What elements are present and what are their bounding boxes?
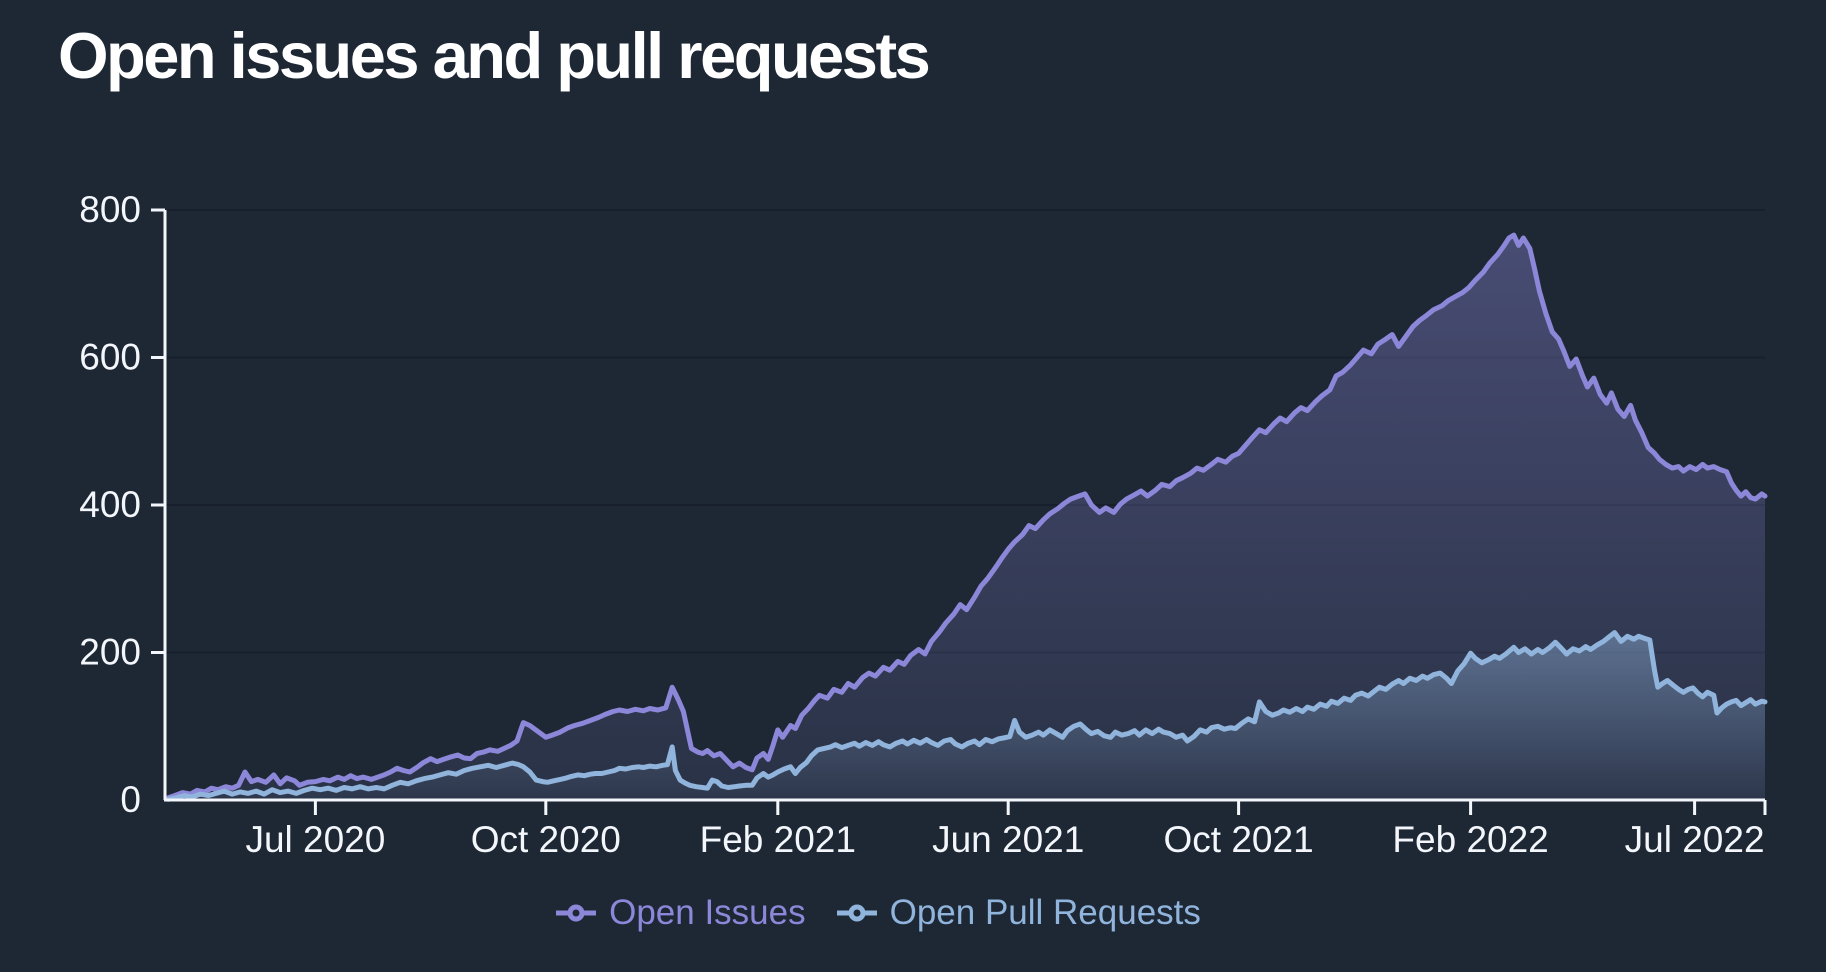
open-pull-requests-line: [165, 630, 1768, 802]
y-tick-label: 200: [79, 632, 141, 673]
open-pull-requests-area: [168, 632, 1766, 800]
x-tick-label: Jul 2020: [245, 819, 385, 860]
x-tick-label: Oct 2020: [471, 819, 621, 860]
y-tick-label: 800: [79, 189, 141, 230]
x-tick-label: Jul 2022: [1625, 819, 1765, 860]
y-tick-label: 600: [79, 337, 141, 378]
legend-label-open-pull-requests: Open Pull Requests: [889, 893, 1201, 932]
open-issues-area: [168, 235, 1766, 801]
x-tick-label: Feb 2022: [1392, 819, 1548, 860]
y-tick-label: 0: [120, 779, 141, 820]
x-tick-label: Feb 2021: [700, 819, 856, 860]
open-issues-legend-marker-icon: [556, 904, 597, 922]
open-issues-line: [165, 232, 1768, 801]
chart-legend: Open Issues Open Pull Requests: [0, 890, 1826, 936]
chart-title: Open issues and pull requests: [58, 19, 931, 92]
y-tick-label: 400: [79, 484, 141, 525]
legend-item-open-issues[interactable]: Open Issues: [555, 893, 806, 933]
open-pull-requests-legend-marker-icon: [836, 904, 877, 922]
legend-label-open-issues: Open Issues: [609, 893, 806, 932]
legend-item-open-pull-requests[interactable]: Open Pull Requests: [836, 893, 1201, 933]
x-tick-label: Oct 2021: [1164, 819, 1314, 860]
x-tick-label: Jun 2021: [932, 819, 1084, 860]
